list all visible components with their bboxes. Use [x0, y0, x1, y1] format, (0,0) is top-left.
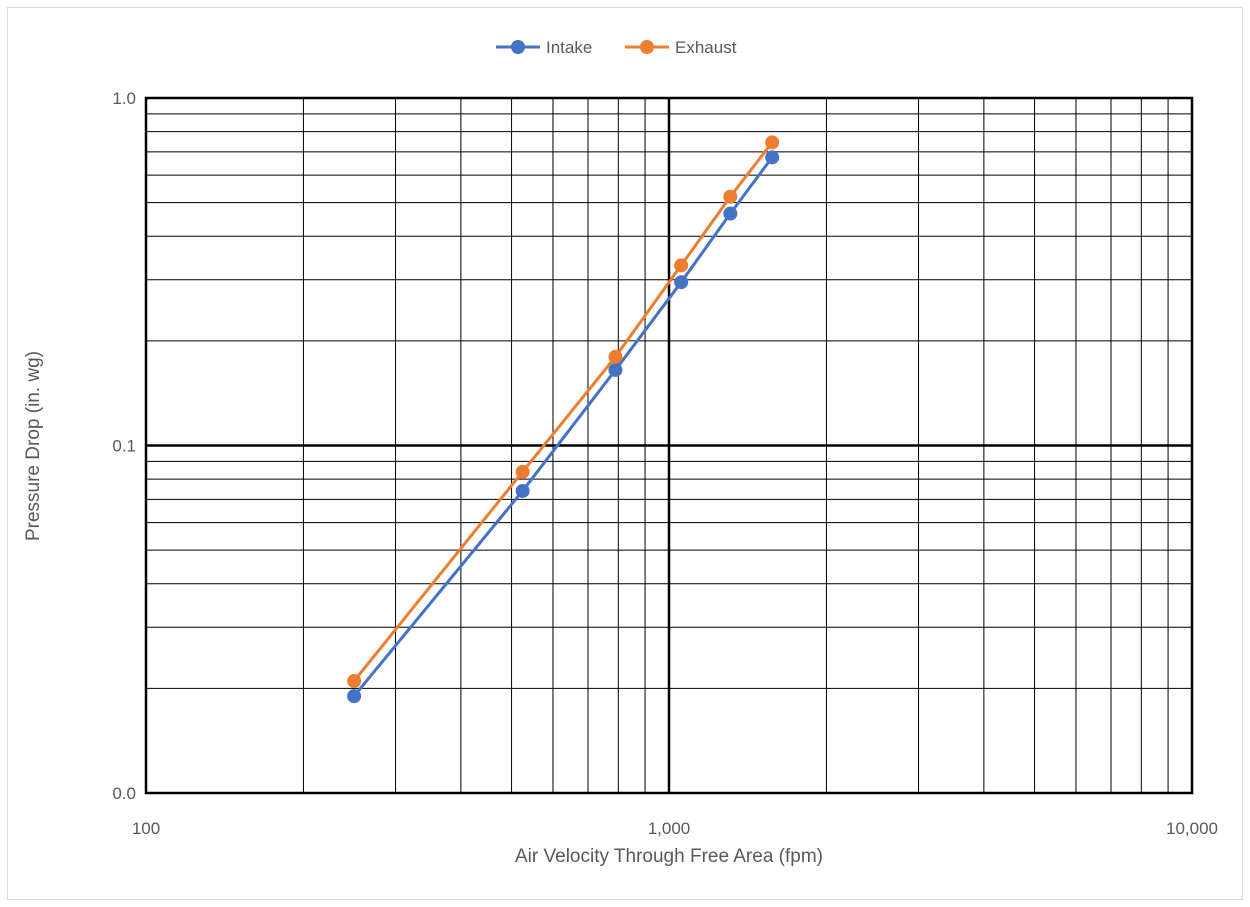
series-intake-point	[674, 275, 689, 290]
x-tick-label: 10,000	[1166, 819, 1218, 838]
plot-area-border	[144, 96, 1194, 795]
x-tick-label: 100	[132, 819, 160, 838]
series-exhaust-point	[608, 349, 623, 364]
series-exhaust-point	[515, 464, 530, 479]
series-exhaust-point	[347, 674, 362, 689]
legend-item-exhaust: Exhaust	[625, 38, 737, 57]
legend-item-intake: Intake	[496, 38, 592, 57]
series-intake-line	[352, 156, 774, 698]
series-intake-point	[608, 362, 623, 377]
series-intake-point	[515, 483, 530, 498]
legend-exhaust-marker	[640, 40, 654, 54]
series-exhaust	[347, 135, 780, 689]
series-exhaust-point	[674, 258, 689, 273]
series-exhaust-point	[765, 135, 780, 150]
series-exhaust-line	[352, 141, 774, 682]
series-exhaust-point	[723, 189, 738, 204]
y-tick-label: 1.0	[112, 89, 136, 108]
legend-exhaust-label: Exhaust	[675, 38, 737, 57]
tick-layer: 100 1,000 10,000 0.0 0.1 1.0	[112, 89, 1218, 838]
series-layer	[347, 135, 780, 704]
y-tick-label: 0.1	[112, 437, 136, 456]
series-intake	[347, 150, 780, 704]
grid-layer	[144, 96, 1194, 795]
y-tick-label: 0.0	[112, 784, 136, 803]
legend: Intake Exhaust	[496, 38, 737, 57]
x-tick-label: 1,000	[648, 819, 691, 838]
x-axis-title: Air Velocity Through Free Area (fpm)	[515, 846, 823, 867]
legend-intake-marker	[511, 40, 525, 54]
legend-intake-label: Intake	[546, 38, 592, 57]
series-intake-point	[723, 206, 738, 221]
series-intake-point	[347, 689, 362, 704]
series-intake-point	[765, 150, 780, 165]
chart-frame	[7, 7, 1243, 900]
y-axis-title: Pressure Drop (in. wg)	[23, 351, 44, 541]
